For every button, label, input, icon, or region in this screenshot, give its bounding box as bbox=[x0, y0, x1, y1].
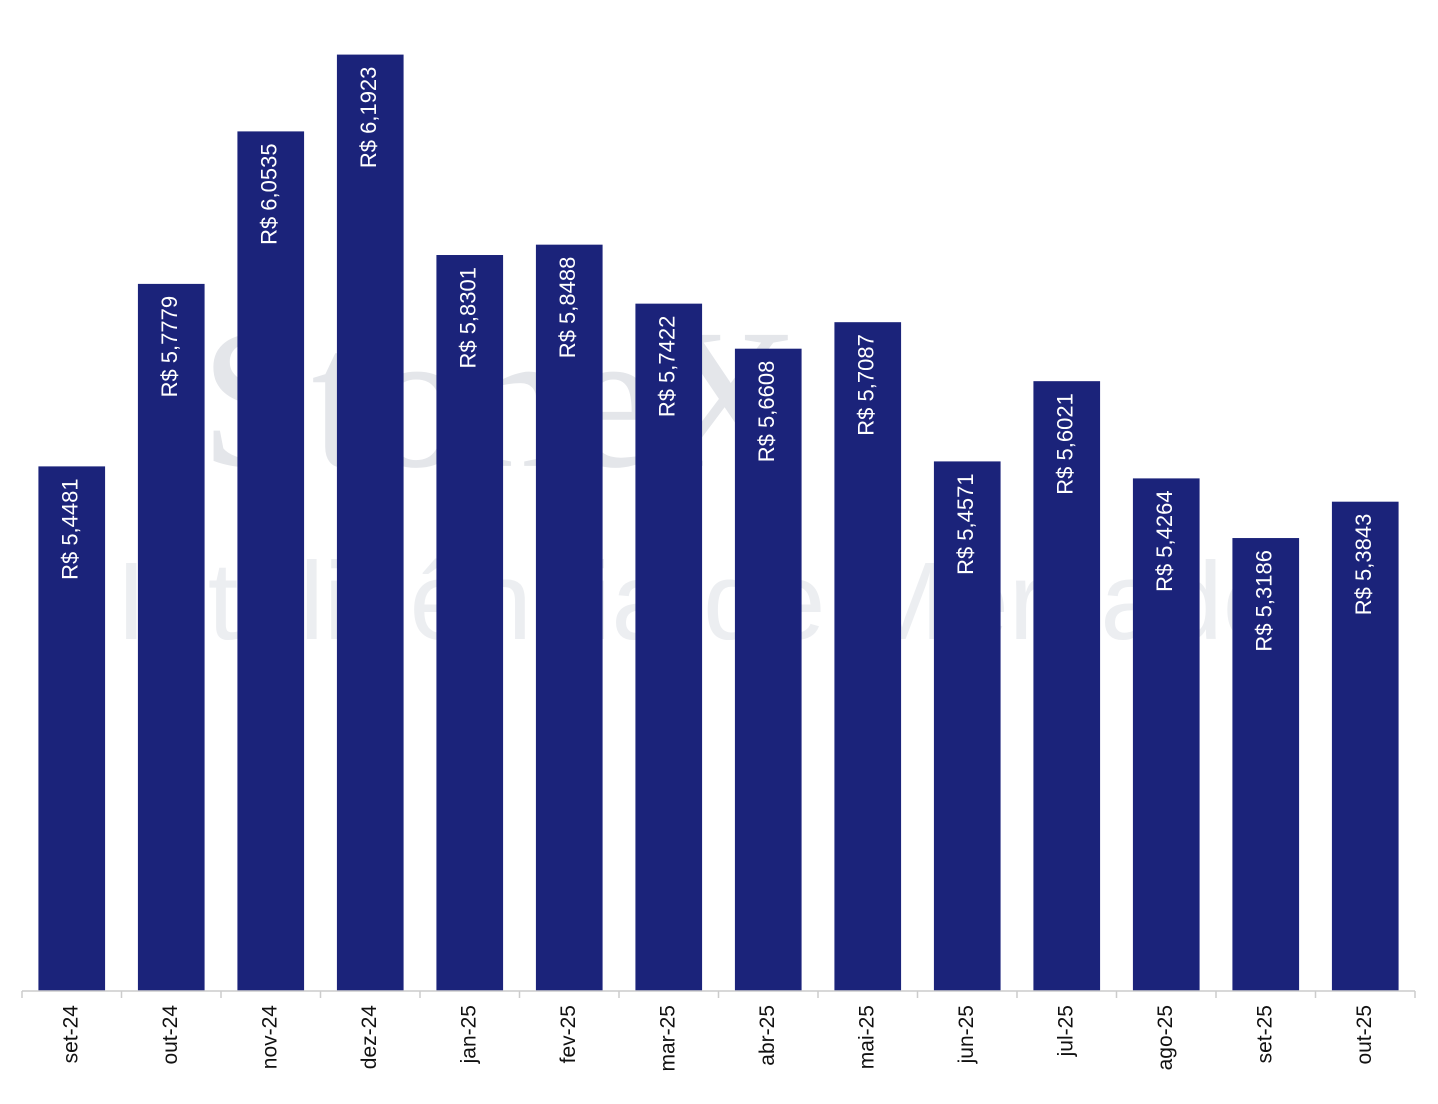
bar bbox=[1033, 381, 1101, 991]
bar bbox=[137, 283, 205, 991]
value-label: R$ 6,0535 bbox=[257, 143, 282, 245]
value-label: R$ 5,6021 bbox=[1053, 393, 1078, 495]
x-tick-label: nov-24 bbox=[258, 1005, 281, 1070]
bar bbox=[336, 54, 404, 992]
x-tick-label: mar-25 bbox=[656, 1005, 679, 1072]
value-label: R$ 5,3843 bbox=[1351, 514, 1376, 616]
bar bbox=[1132, 478, 1200, 992]
x-tick-label: jun-25 bbox=[955, 1005, 978, 1064]
bar bbox=[535, 244, 603, 991]
value-label: R$ 5,4481 bbox=[58, 478, 83, 580]
value-label: R$ 5,3186 bbox=[1252, 550, 1277, 652]
value-label: R$ 5,6608 bbox=[754, 361, 779, 463]
x-tick-label: fev-25 bbox=[557, 1005, 580, 1063]
value-label: R$ 5,4571 bbox=[953, 473, 978, 575]
x-tick-label: mai-25 bbox=[855, 1005, 878, 1069]
value-label: R$ 5,8488 bbox=[555, 257, 580, 359]
x-tick-label: jan-25 bbox=[457, 1005, 480, 1064]
bar bbox=[635, 303, 703, 992]
value-label: R$ 5,7087 bbox=[854, 334, 879, 436]
x-tick-label: set-25 bbox=[1253, 1005, 1276, 1063]
x-tick-label: set-24 bbox=[59, 1005, 82, 1064]
x-tick-label: out-25 bbox=[1353, 1005, 1376, 1065]
x-tick-label: dez-24 bbox=[358, 1005, 381, 1070]
bar bbox=[834, 322, 902, 991]
x-tick-label: out-24 bbox=[159, 1005, 182, 1065]
bar bbox=[1331, 501, 1399, 991]
bar bbox=[933, 461, 1001, 991]
value-label: R$ 6,1923 bbox=[356, 67, 381, 169]
value-label: R$ 5,7422 bbox=[655, 316, 680, 418]
x-tick-label: abr-25 bbox=[756, 1005, 779, 1066]
value-label: R$ 5,8301 bbox=[456, 267, 481, 369]
bar bbox=[436, 255, 504, 991]
bar bbox=[38, 466, 106, 992]
bar bbox=[1232, 538, 1300, 991]
value-label: R$ 5,4264 bbox=[1152, 490, 1177, 592]
value-label: R$ 5,7779 bbox=[157, 296, 182, 398]
bar bbox=[734, 348, 802, 991]
bar bbox=[237, 131, 305, 991]
x-tick-label: ago-25 bbox=[1154, 1005, 1177, 1070]
x-tick-label: jul-25 bbox=[1054, 1005, 1077, 1057]
